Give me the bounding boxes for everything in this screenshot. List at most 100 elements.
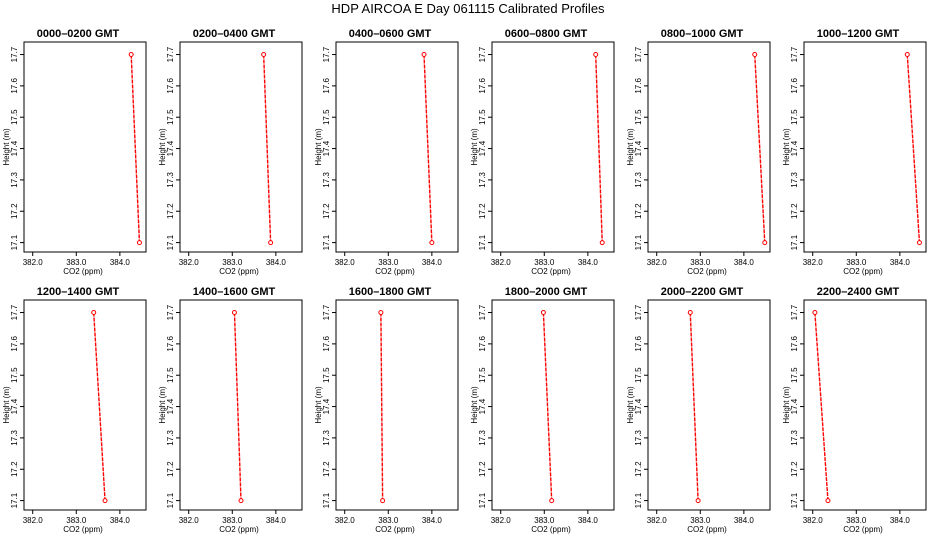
x-tick-label: 384.0 [578,258,599,267]
x-tick-label: 383.0 [66,258,87,267]
x-tick-label: 382.0 [23,516,44,525]
y-tick-label: 17.4 [10,398,19,414]
profile-line [423,54,433,243]
y-tick-label: 17.6 [478,78,487,94]
profile-line [233,312,242,501]
profile-plot: 382.0 383.0 384.0 17.1 17.2 17.3 17.4 17.5 17.6 1… [470,299,615,534]
y-tick-label: 17.4 [790,398,799,414]
y-tick-label: 17.5 [634,109,643,125]
data-point [421,52,427,58]
data-point [380,498,386,504]
x-tick-label: 384.0 [734,258,755,267]
plot-frame [179,299,303,511]
profile-plot: 382.0 383.0 384.0 17.1 17.2 17.3 17.4 17.5 17.6 1… [158,299,303,534]
y-tick-label: 17.3 [10,430,19,446]
data-point [102,498,108,504]
y-tick-label: 17.7 [790,46,799,62]
data-point [549,498,555,504]
y-axis-label: Height (m) [626,128,635,166]
profile-line [754,54,766,243]
profile-plot: 382.0 383.0 384.0 17.1 17.2 17.3 17.4 17.5 17.6 1… [158,41,303,276]
y-tick-label: 17.7 [790,304,799,320]
data-point [378,310,384,316]
y-tick-label: 17.5 [478,367,487,383]
y-axis-label: Height (m) [2,128,11,166]
y-tick-label: 17.3 [790,172,799,188]
data-point [825,498,831,504]
y-tick-label: 17.2 [166,203,175,219]
profile-plot: 382.0 383.0 384.0 17.1 17.2 17.3 17.4 17.5 17.6 1… [314,41,459,276]
y-tick-label: 17.3 [10,172,19,188]
y-tick-label: 17.2 [634,203,643,219]
y-tick-label: 17.2 [478,461,487,477]
y-tick-label: 17.6 [10,78,19,94]
y-tick-label: 17.6 [322,336,331,352]
data-point [762,240,768,246]
y-axis-label: Height (m) [626,386,635,424]
y-tick-label: 17.3 [478,430,487,446]
y-tick-label: 17.1 [478,492,487,508]
panel-title: 1200–1400 GMT [36,286,120,298]
panel-title: 1000–1200 GMT [816,28,900,40]
y-axis-label: Height (m) [782,128,791,166]
y-tick-label: 17.6 [790,78,799,94]
x-tick-label: 383.0 [222,516,243,525]
y-axis-label: Height (m) [314,128,323,166]
profile-line [93,312,106,501]
profile-line [814,312,829,501]
y-tick-label: 17.2 [478,203,487,219]
y-axis-label: Height (m) [314,386,323,424]
data-point [904,52,910,58]
y-tick-label: 17.7 [322,46,331,62]
y-tick-label: 17.3 [322,430,331,446]
y-tick-label: 17.4 [634,140,643,156]
profile-plot: 382.0 383.0 384.0 17.1 17.2 17.3 17.4 17.5 17.6 1… [626,299,771,534]
x-tick-label: 382.0 [23,258,44,267]
y-tick-label: 17.6 [790,336,799,352]
y-tick-label: 17.4 [166,398,175,414]
data-point [429,240,435,246]
profile-panel: 1600–1800 GMT 382.0 383.0 384.0 17.1 17.2 17.3… [312,258,468,534]
y-tick-label: 17.6 [634,336,643,352]
profile-panel: 1200–1400 GMT 382.0 383.0 384.0 17.1 17.2 17.3… [0,258,156,534]
x-axis-label: CO2 (ppm) [531,267,571,276]
y-tick-label: 17.7 [478,304,487,320]
x-tick-label: 384.0 [734,516,755,525]
x-tick-label: 383.0 [846,258,867,267]
profile-plot: 382.0 383.0 384.0 17.1 17.2 17.3 17.4 17.5 17.6 1… [782,41,927,276]
profile-panel: 0000–0200 GMT 382.0 383.0 384.0 17.1 17.2 17.3… [0,0,156,276]
x-tick-label: 384.0 [266,516,287,525]
x-tick-label: 382.0 [179,258,200,267]
y-tick-label: 17.5 [10,367,19,383]
plot-frame [647,299,771,511]
x-axis-label: CO2 (ppm) [531,525,571,534]
panel-title: 0200–0400 GMT [192,28,276,40]
y-tick-label: 17.1 [322,234,331,250]
y-tick-label: 17.5 [322,367,331,383]
x-tick-label: 384.0 [890,516,911,525]
x-axis-label: CO2 (ppm) [375,267,415,276]
panel-title: 1600–1800 GMT [348,286,432,298]
x-tick-label: 384.0 [110,516,131,525]
data-point [261,52,267,58]
y-axis-label: Height (m) [470,386,479,424]
y-tick-label: 17.7 [322,304,331,320]
x-axis-label: CO2 (ppm) [843,525,883,534]
data-point [599,240,605,246]
y-tick-label: 17.5 [166,109,175,125]
page-title: HDP AIRCOA E Day 061115 Calibrated Profi… [331,1,605,16]
y-tick-label: 17.5 [10,109,19,125]
y-tick-label: 17.6 [166,78,175,94]
profile-line [542,312,553,501]
x-tick-label: 384.0 [578,516,599,525]
data-point [128,52,134,58]
y-tick-label: 17.4 [790,140,799,156]
y-tick-label: 17.6 [634,78,643,94]
y-tick-label: 17.5 [478,109,487,125]
x-tick-label: 383.0 [222,258,243,267]
panel-title: 2000–2200 GMT [660,286,744,298]
y-tick-label: 17.3 [322,172,331,188]
profile-panel: 0400–0600 GMT 382.0 383.0 384.0 17.1 17.2 17.3… [312,0,468,276]
plot-frame [491,299,615,511]
